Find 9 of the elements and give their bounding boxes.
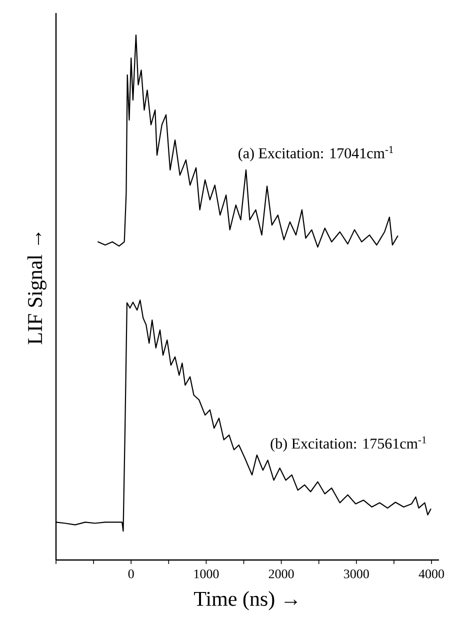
x-tick-label: 1000 bbox=[194, 570, 219, 578]
series-label: (a) Excitation: 17041cm$^{-1}$ bbox=[238, 146, 394, 162]
x-axis-title: Time (ns) → bbox=[194, 591, 298, 610]
series-label: (b) Excitation: 17561cm$^{-1}$ bbox=[270, 436, 426, 452]
x-tick-label: 0 bbox=[128, 570, 134, 578]
x-tick-label: 2000 bbox=[268, 570, 294, 578]
x-tick-label: 4000 bbox=[418, 570, 444, 578]
x-tick-label: 3000 bbox=[344, 570, 369, 578]
y-axis-title: LIF Signal → bbox=[27, 232, 46, 344]
